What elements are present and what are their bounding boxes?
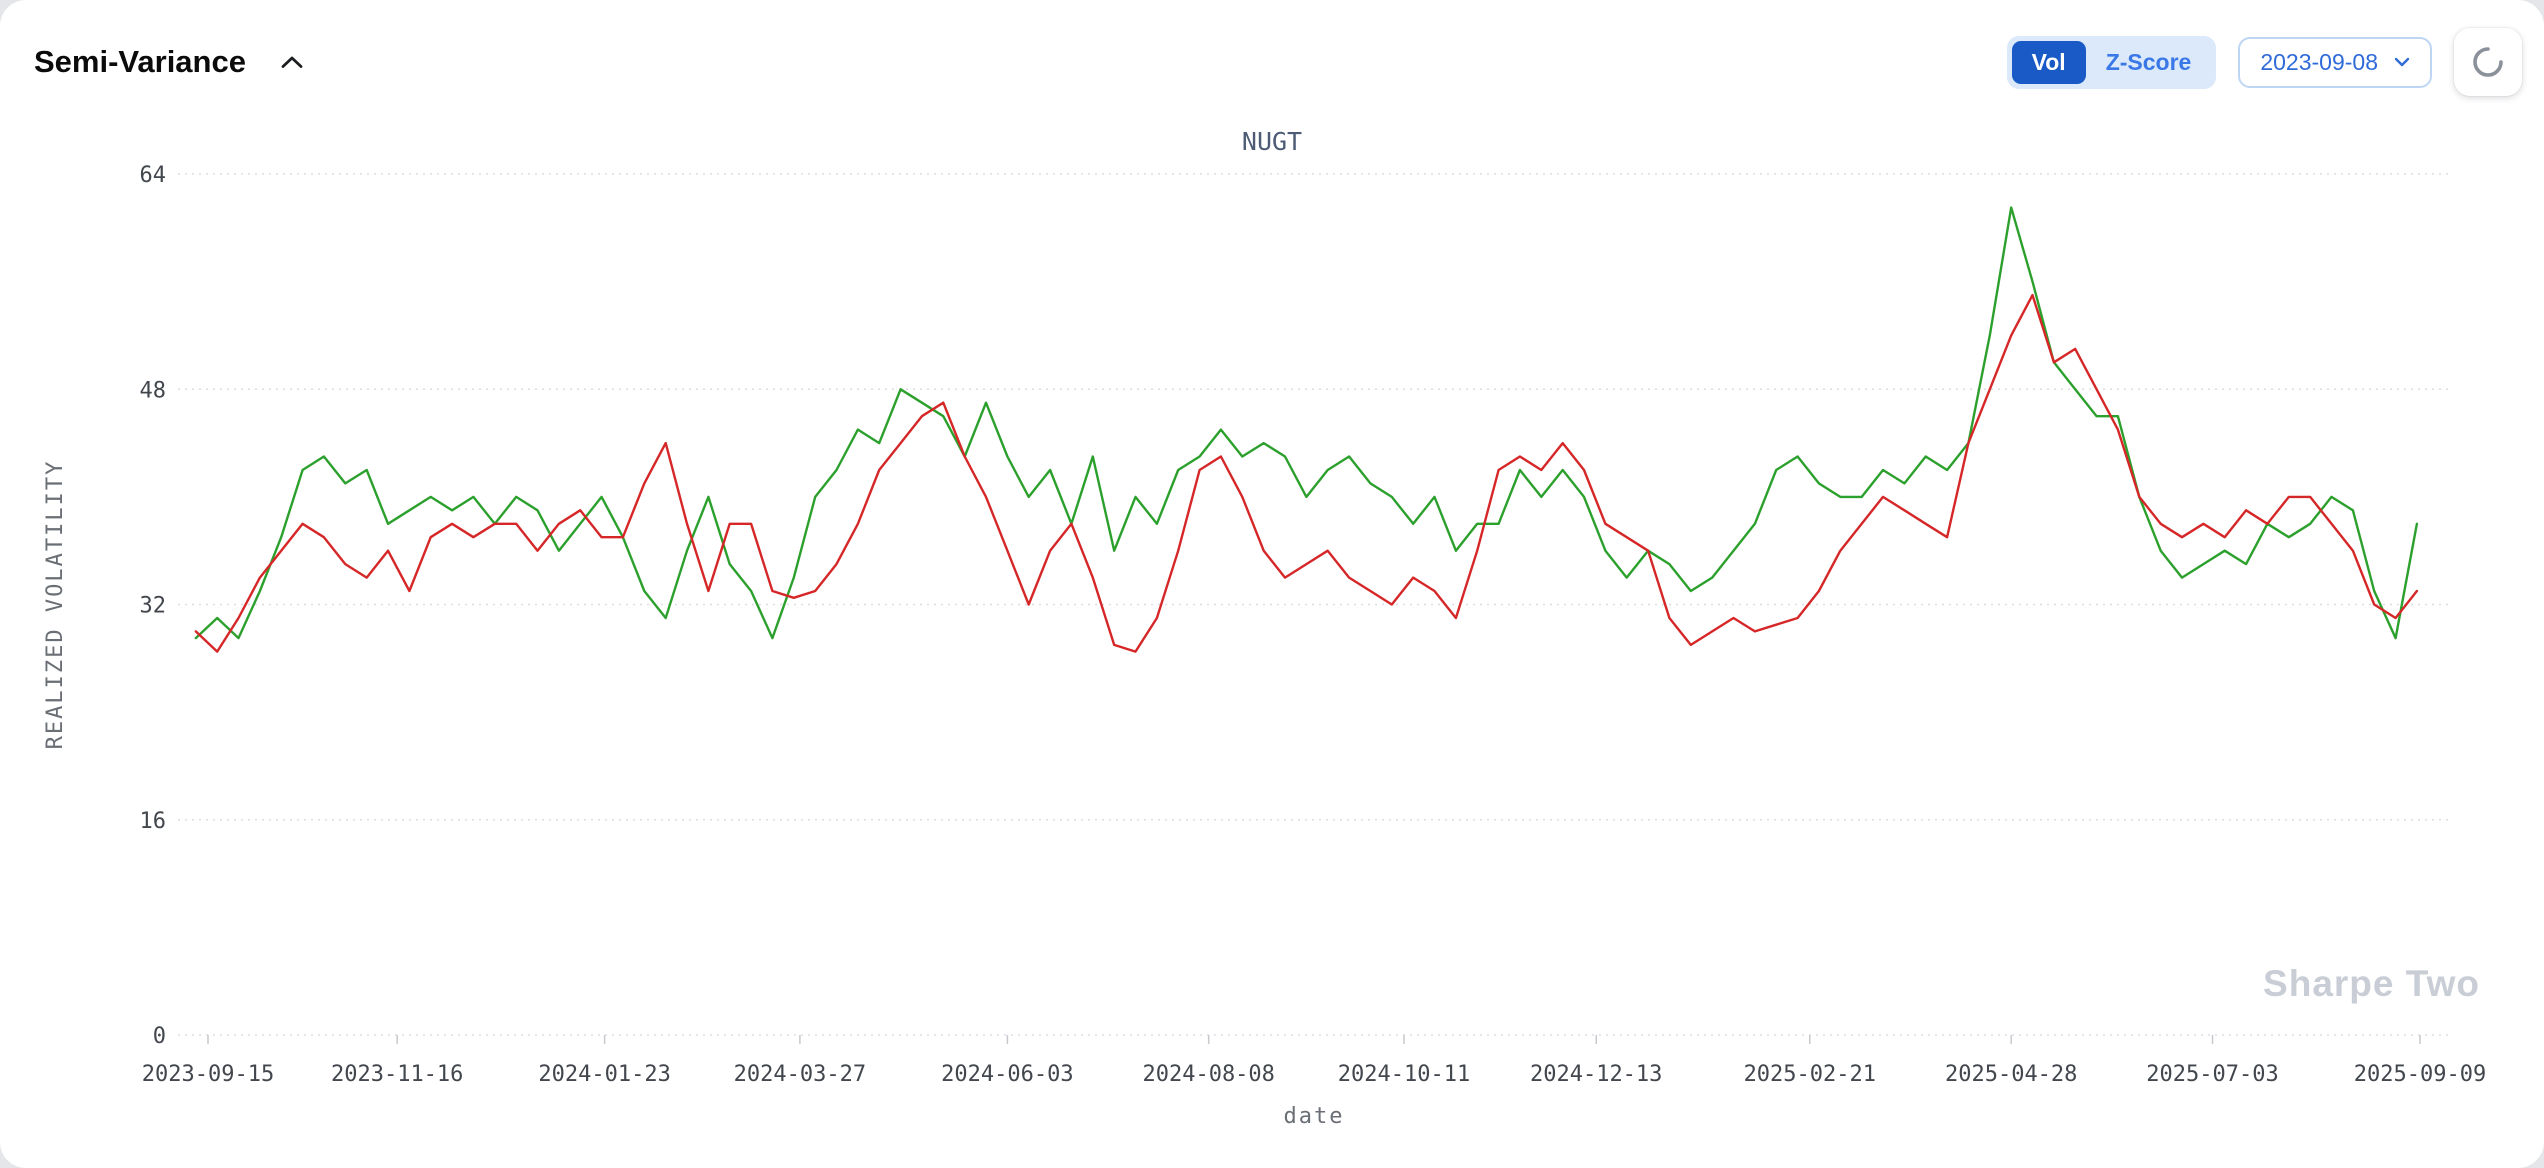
x-tick-label: 2024-06-03 (941, 1062, 1073, 1087)
chevron-down-icon (2394, 57, 2410, 67)
loading-spinner-icon (2473, 47, 2503, 77)
series-line-green (194, 206, 2419, 640)
y-axis-title: REALIZED VOLATILITY (43, 460, 68, 750)
x-tick-label: 2024-10-11 (1338, 1062, 1470, 1087)
x-tick-label: 2024-03-27 (734, 1062, 866, 1087)
toggle-vol-button[interactable]: Vol (2011, 40, 2086, 84)
x-tick-label: 2023-11-16 (331, 1062, 463, 1087)
toggle-zscore-button[interactable]: Z-Score (2086, 41, 2212, 84)
watermark: Sharpe Two (2263, 963, 2480, 1004)
y-tick-label: 32 (140, 594, 167, 619)
page-title: Semi-Variance (34, 44, 246, 79)
chevron-up-icon (281, 56, 303, 68)
x-tick-label: 2025-09-09 (2354, 1062, 2486, 1087)
x-tick-label: 2024-12-13 (1530, 1062, 1662, 1087)
header-controls: Vol Z-Score 2023-09-08 (2006, 28, 2522, 96)
line-chart[interactable]: 0 16 32 48 64 2023-09-15 2023-11-16 2024-01-23 2… (0, 110, 2544, 1168)
chart-title: NUGT (1242, 127, 1302, 156)
x-tick-label: 2025-04-28 (1945, 1062, 2077, 1087)
date-select-value: 2023-09-08 (2260, 48, 2378, 75)
x-tick-label: 2025-02-21 (1744, 1062, 1876, 1087)
x-axis-title: date (1284, 1104, 1345, 1129)
collapse-button[interactable] (272, 47, 312, 77)
y-tick-label: 16 (140, 809, 167, 834)
y-tick-label: 48 (140, 378, 167, 403)
y-tick-label: 0 (153, 1024, 166, 1049)
series-line-red (194, 293, 2419, 653)
refresh-button[interactable] (2454, 28, 2522, 96)
x-tick-label: 2024-01-23 (538, 1062, 670, 1087)
vol-zscore-toggle: Vol Z-Score (2006, 35, 2217, 89)
x-tick-label: 2024-08-08 (1142, 1062, 1274, 1087)
date-select[interactable]: 2023-09-08 (2238, 36, 2432, 88)
x-tick-label: 2023-09-15 (142, 1062, 274, 1087)
header: Semi-Variance Vol Z-Score 2023-09-08 (0, 0, 2544, 110)
y-tick-label: 64 (140, 163, 167, 188)
chart-area: 0 16 32 48 64 2023-09-15 2023-11-16 2024-01-23 2… (0, 110, 2544, 1168)
x-tick-label: 2025-07-03 (2146, 1062, 2278, 1087)
